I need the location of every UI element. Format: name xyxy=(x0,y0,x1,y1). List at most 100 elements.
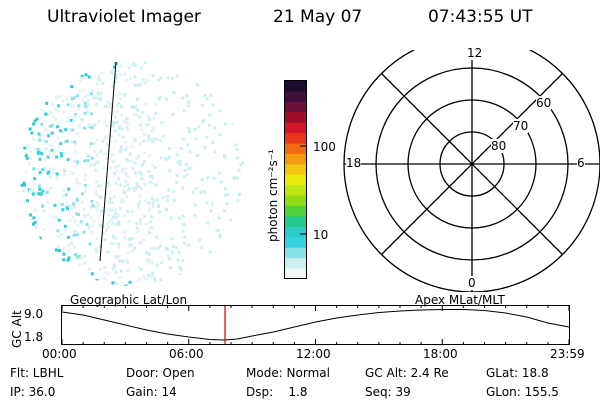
x-tick-2359: 23:59 xyxy=(550,347,585,361)
disk-pixel xyxy=(147,258,151,262)
disk-pixel xyxy=(48,167,52,171)
disk-pixel xyxy=(127,159,131,163)
disk-pixel xyxy=(181,96,184,100)
colorbar-cell xyxy=(285,143,306,155)
disk-pixel xyxy=(52,171,56,175)
disk-pixel xyxy=(135,226,139,230)
disk-pixel xyxy=(41,189,45,193)
disk-pixel xyxy=(37,132,41,136)
disk-pixel xyxy=(117,276,121,280)
disk-pixel xyxy=(217,216,221,220)
disk-pixel xyxy=(30,131,34,135)
disk-pixel xyxy=(144,102,148,106)
disk-pixel xyxy=(56,109,60,113)
disk-pixel xyxy=(154,102,158,106)
disk-pixel xyxy=(31,194,35,198)
disk-pixel xyxy=(120,198,124,201)
disk-pixel xyxy=(28,150,32,154)
disk-pixel xyxy=(83,184,87,187)
colorbar-cell xyxy=(285,153,306,165)
disk-pixel xyxy=(149,220,153,224)
disk-pixel xyxy=(117,255,121,259)
disk-pixel xyxy=(185,172,189,176)
disk-pixel xyxy=(83,254,87,258)
disk-pixel xyxy=(171,250,174,254)
disk-pixel xyxy=(91,204,95,208)
disk-pixel xyxy=(51,168,55,172)
disk-pixel xyxy=(98,97,102,101)
disk-pixel xyxy=(75,233,79,237)
disk-pixel xyxy=(137,206,141,210)
disk-pixel xyxy=(213,126,217,130)
disk-pixel xyxy=(182,109,186,113)
disk-pixel xyxy=(93,149,97,153)
disk-pixel xyxy=(90,156,94,160)
disk-pixel xyxy=(95,153,99,156)
disk-pixel xyxy=(75,162,79,166)
disk-pixel xyxy=(122,230,126,234)
disk-pixel xyxy=(62,141,66,145)
disk-pixel xyxy=(126,269,130,273)
disk-pixel xyxy=(210,202,214,206)
disk-pixel xyxy=(57,218,61,222)
disk-pixel xyxy=(166,76,170,80)
disk-pixel xyxy=(213,150,217,154)
disk-pixel xyxy=(114,270,118,274)
disk-pixel xyxy=(64,128,68,132)
disk-pixel xyxy=(148,117,152,121)
disk-pixel xyxy=(32,167,36,171)
disk-pixel xyxy=(146,115,150,119)
disk-pixel xyxy=(167,155,171,159)
disk-pixel xyxy=(70,95,74,99)
disk-pixel xyxy=(188,149,192,153)
disk-pixel xyxy=(208,123,211,127)
disk-pixel xyxy=(154,112,158,115)
disk-pixel xyxy=(108,283,112,286)
disk-pixel xyxy=(116,120,119,124)
colorbar-cell xyxy=(285,216,306,228)
disk-pixel xyxy=(118,207,122,211)
disk-pixel xyxy=(75,198,79,202)
disk-pixel xyxy=(223,209,227,213)
disk-pixel xyxy=(116,220,120,224)
disk-pixel xyxy=(237,168,241,172)
disk-pixel xyxy=(137,83,140,87)
disk-pixel xyxy=(49,186,53,190)
disk-pixel xyxy=(198,238,202,242)
disk-pixel xyxy=(26,190,30,194)
disk-pixel xyxy=(75,212,79,216)
disk-pixel xyxy=(62,258,66,262)
disk-pixel xyxy=(139,172,143,176)
disk-pixel xyxy=(110,70,114,74)
disk-pixel xyxy=(94,168,98,172)
disk-pixel xyxy=(86,102,90,106)
disk-pixel xyxy=(127,219,131,223)
disk-pixel xyxy=(123,236,127,240)
info-filter: Flt: LBHL xyxy=(10,366,64,380)
disk-pixel xyxy=(152,246,156,250)
disk-pixel xyxy=(33,177,37,181)
disk-pixel xyxy=(48,124,52,128)
disk-pixel xyxy=(143,182,147,186)
disk-pixel xyxy=(126,210,129,213)
colorbar-cell xyxy=(285,268,306,280)
disk-pixel xyxy=(181,215,185,218)
disk-pixel xyxy=(64,140,68,144)
disk-pixel xyxy=(49,133,53,137)
disk-pixel xyxy=(90,162,94,166)
disk-pixel xyxy=(168,257,172,261)
disk-pixel xyxy=(24,154,28,158)
disk-pixel xyxy=(195,154,199,157)
disk-pixel xyxy=(29,156,33,160)
disk-pixel xyxy=(25,156,29,160)
disk-pixel xyxy=(125,158,129,162)
disk-pixel xyxy=(179,147,183,150)
disk-pixel xyxy=(181,258,185,262)
disk-pixel xyxy=(101,81,105,85)
disk-pixel xyxy=(44,112,48,116)
disk-pixel xyxy=(117,245,120,249)
disk-pixel xyxy=(87,226,91,230)
disk-pixel xyxy=(27,146,31,150)
disk-pixel xyxy=(178,160,182,163)
disk-pixel xyxy=(109,105,113,109)
